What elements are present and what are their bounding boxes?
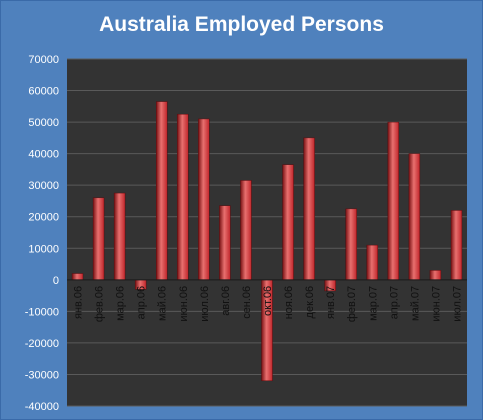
bar	[198, 118, 210, 281]
bar	[303, 137, 315, 281]
x-tick-label: июл.07	[451, 286, 463, 322]
x-tick-label: янв.07	[325, 286, 337, 319]
chart-title: Australia Employed Persons	[99, 13, 384, 36]
bars	[71, 101, 463, 382]
y-tick-label: -30000	[25, 369, 59, 381]
gridlines	[67, 58, 467, 407]
y-tick-label: 10000	[28, 243, 59, 255]
bar	[219, 205, 231, 281]
x-tick-label: ноя.06	[283, 286, 295, 319]
bar	[156, 101, 168, 281]
bar	[240, 180, 252, 281]
y-tick-label: -10000	[25, 306, 59, 318]
bar	[387, 121, 400, 281]
x-tick-label: фев.06	[94, 286, 106, 322]
x-tick-label: май.07	[409, 286, 421, 321]
x-tick-label: май.06	[157, 286, 169, 321]
y-tick-label: -20000	[25, 338, 59, 350]
bar	[450, 210, 463, 281]
y-tick-label: 70000	[28, 54, 59, 66]
bar	[345, 208, 357, 281]
x-tick-label: окт.06	[262, 286, 274, 316]
x-tick-label: апр.07	[388, 286, 400, 319]
x-tick-label: апр.06	[136, 286, 148, 319]
bar	[429, 270, 442, 281]
y-tick-label: 0	[53, 275, 59, 287]
x-tick-label: фев.07	[346, 286, 358, 322]
bar	[177, 113, 189, 281]
x-tick-label: сен.06	[241, 286, 253, 319]
x-tick-label: янв.06	[73, 286, 85, 319]
x-tick-label: мар.07	[367, 286, 379, 321]
bar	[408, 153, 421, 281]
y-tick-label: 40000	[28, 149, 59, 161]
y-tick-label: 20000	[28, 212, 59, 224]
x-tick-label: июн.06	[178, 286, 190, 322]
y-tick-label: -40000	[25, 401, 59, 413]
bar	[92, 197, 105, 281]
x-tick-label: июн.07	[430, 286, 442, 322]
x-axis-tick-labels: янв.06 фев.06 мар.06 апр.06 май.06 июн.06 июл.…	[73, 286, 464, 322]
x-tick-label: мар.06	[115, 286, 127, 321]
x-tick-label: авг.06	[220, 286, 232, 316]
y-tick-label: 60000	[28, 86, 59, 98]
y-tick-label: 30000	[28, 180, 59, 192]
x-tick-label: дек.06	[304, 286, 316, 319]
bar	[71, 273, 84, 281]
y-tick-label: 50000	[28, 117, 59, 129]
bar	[282, 164, 294, 281]
y-axis-tick-labels: 70000 60000 50000 40000 30000 20000 10000 0 -100…	[25, 54, 59, 413]
x-tick-label: июл.06	[199, 286, 211, 322]
bar	[113, 192, 126, 281]
bar	[366, 244, 378, 281]
